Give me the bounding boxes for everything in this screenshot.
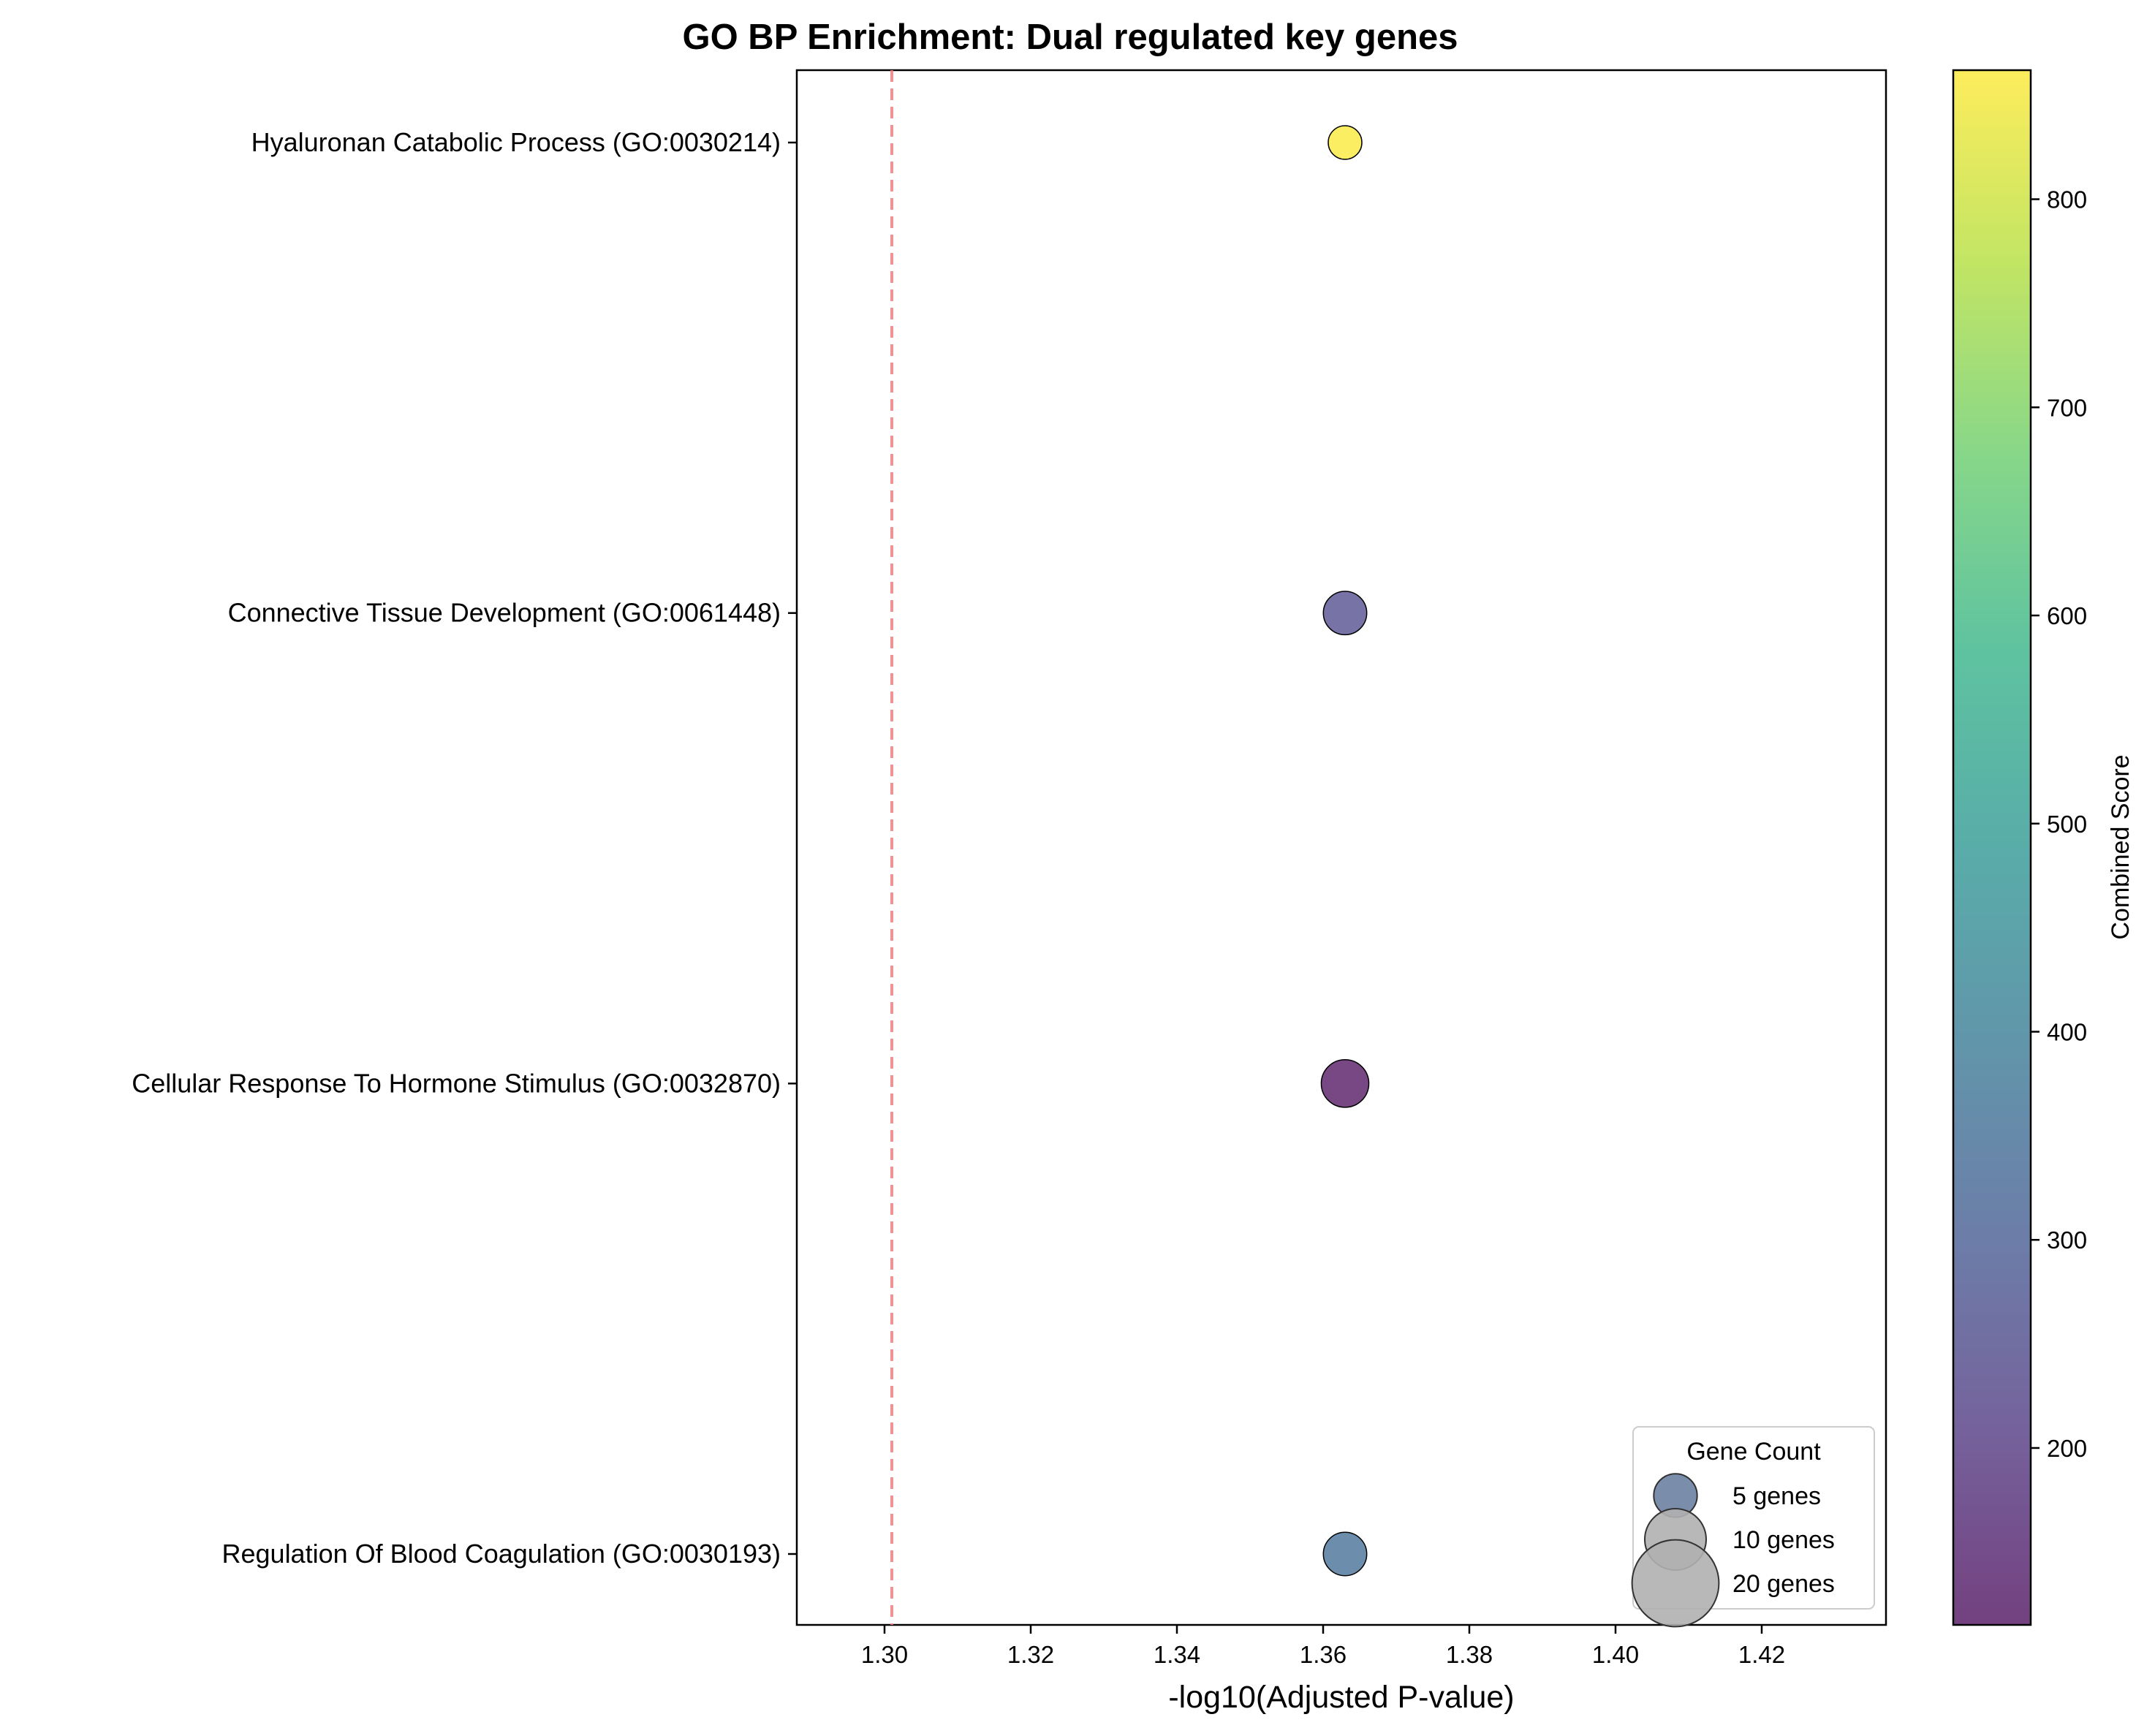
x-tick-label: 1.32 — [1007, 1641, 1054, 1668]
y-tick-label: Cellular Response To Hormone Stimulus (G… — [132, 1068, 781, 1098]
colorbar-label: Combined Score — [2107, 754, 2135, 939]
legend-entry-label: 10 genes — [1732, 1526, 1835, 1554]
colorbar-ticks: 200 300 400 500 600 700 800 — [2031, 186, 2087, 1462]
colorbar-tick-label: 800 — [2047, 186, 2087, 213]
gene-count-legend: Gene Count 5 genes 10 genes 20 genes — [1631, 1426, 1875, 1628]
x-tick-label: 1.40 — [1592, 1641, 1639, 1668]
x-tick-label: 1.42 — [1738, 1641, 1785, 1668]
plot-area — [795, 69, 1887, 1626]
colorbar-tick-label: 400 — [2047, 1018, 2087, 1045]
data-point — [1322, 591, 1368, 636]
legend-entry-label: 5 genes — [1732, 1482, 1821, 1510]
colorbar-tick-label: 500 — [2047, 811, 2087, 838]
legend-entry-label: 20 genes — [1732, 1570, 1835, 1598]
y-axis-categories: Hyaluronan Catabolic Process (GO:0030214… — [132, 127, 797, 1569]
colorbar-frame — [1952, 69, 2032, 1626]
y-tick-label: Regulation Of Blood Coagulation (GO:0030… — [222, 1539, 781, 1569]
legend-marker — [1631, 1539, 1720, 1628]
x-tick-label: 1.38 — [1446, 1641, 1493, 1668]
data-points — [1320, 125, 1370, 1577]
data-point — [1322, 1531, 1368, 1577]
legend-title: Gene Count — [1686, 1438, 1821, 1466]
colorbar-tick-label: 300 — [2047, 1227, 2087, 1254]
x-tick-label: 1.34 — [1154, 1641, 1200, 1668]
y-tick-label: Connective Tissue Development (GO:006144… — [228, 598, 781, 628]
chart-title: GO BP Enrichment: Dual regulated key gen… — [682, 18, 1458, 57]
data-point — [1328, 125, 1363, 160]
data-point — [1320, 1059, 1370, 1108]
x-axis-ticks: 1.30 1.32 1.34 1.36 1.38 1.40 1.42 — [861, 1625, 1785, 1668]
colorbar-tick-label: 200 — [2047, 1435, 2087, 1462]
colorbar-gradient — [1953, 70, 2031, 1625]
x-tick-label: 1.30 — [861, 1641, 908, 1668]
x-tick-label: 1.36 — [1300, 1641, 1347, 1668]
colorbar-tick-label: 600 — [2047, 602, 2087, 629]
colorbar-tick-label: 700 — [2047, 394, 2087, 421]
y-tick-label: Hyaluronan Catabolic Process (GO:0030214… — [251, 127, 781, 157]
colorbar: 200 300 400 500 600 700 800 Combined Score — [1952, 69, 2135, 1626]
x-axis-label: -log10(Adjusted P-value) — [1168, 1680, 1514, 1715]
